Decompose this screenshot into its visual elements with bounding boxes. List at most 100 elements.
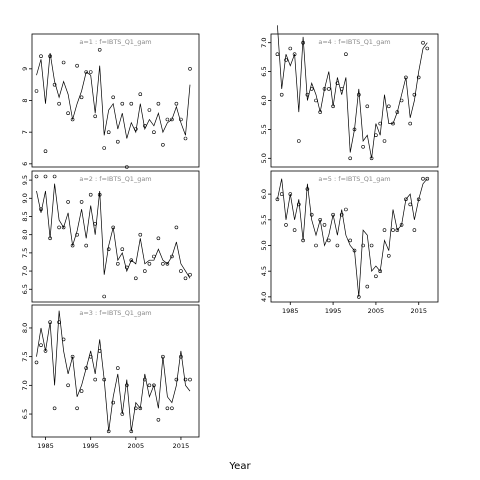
data-point (386, 104, 391, 109)
data-point (170, 406, 174, 411)
data-point (143, 124, 147, 128)
data-point (116, 261, 120, 266)
data-point (279, 192, 284, 196)
data-point (391, 121, 395, 126)
data-point (165, 261, 170, 266)
data-point (352, 127, 357, 132)
data-point (339, 87, 344, 91)
data-point (39, 343, 43, 348)
data-point (170, 254, 174, 259)
data-point (288, 46, 293, 51)
data-point (305, 92, 310, 97)
x-tick-label: 2015 (173, 442, 190, 450)
data-point (70, 243, 75, 248)
panel-frame (31, 33, 200, 168)
data-point (48, 236, 52, 241)
data-point (378, 269, 383, 274)
data-point (412, 92, 417, 97)
data-point (88, 70, 93, 74)
data-point (165, 406, 170, 411)
y-tick-label: 8.5 (21, 211, 29, 221)
data-point (183, 276, 188, 281)
data-point (138, 92, 143, 96)
y-tick-label: 6.5 (21, 284, 29, 294)
data-point (412, 228, 417, 232)
data-point (365, 104, 370, 109)
y-tick-label: 9.5 (21, 175, 29, 185)
data-point (404, 75, 408, 80)
data-point (79, 200, 84, 204)
data-point (399, 98, 404, 103)
data-point (111, 95, 115, 100)
x-tick-label: 2005 (128, 442, 145, 450)
y-tick-label: 7.0 (260, 38, 268, 48)
data-point (84, 70, 88, 74)
data-point (97, 349, 102, 353)
panel-title: a=1 : f=IBTS_Q1_gam (79, 38, 151, 46)
data-point (152, 383, 156, 388)
data-point (165, 117, 170, 122)
data-point (106, 130, 111, 134)
data-point (292, 228, 297, 232)
data-point (179, 269, 183, 273)
data-point (129, 429, 134, 434)
y-tick-label: 4.0 (260, 292, 268, 302)
panel-1: a=1 : f=IBTS_Q1_gam 6 7 8 9 (21, 33, 200, 169)
data-point (88, 192, 93, 197)
data-point (102, 377, 106, 382)
data-point (125, 165, 129, 169)
data-point (79, 95, 84, 100)
data-point (284, 223, 288, 227)
data-point (404, 197, 408, 202)
data-point (152, 254, 156, 259)
y-tick-label: 5.0 (260, 240, 268, 250)
data-point (391, 228, 395, 232)
data-point (97, 192, 102, 197)
data-point (279, 92, 284, 97)
data-point (335, 81, 340, 85)
data-point (120, 412, 125, 416)
data-point (111, 225, 115, 230)
x-tick-label: 1995 (82, 442, 99, 450)
data-point (156, 417, 161, 422)
data-point (57, 101, 61, 106)
data-point (125, 383, 129, 388)
data-point (174, 225, 179, 230)
y-tick-label: 5.5 (260, 215, 268, 225)
data-point (356, 295, 361, 299)
data-point (66, 383, 70, 388)
data-point (93, 114, 97, 119)
x-tick-label: 2005 (368, 307, 385, 315)
x-tick-label: 2015 (410, 307, 427, 315)
data-point (75, 63, 79, 68)
data-point (399, 223, 404, 227)
data-point (147, 108, 152, 112)
data-point (170, 117, 174, 122)
data-point (386, 254, 391, 258)
data-point (408, 202, 413, 207)
data-point (143, 269, 147, 273)
data-point (365, 284, 370, 289)
data-point (43, 174, 48, 179)
y-tick-label: 7.5 (21, 351, 29, 361)
data-point (134, 127, 138, 131)
data-point (61, 60, 66, 65)
data-point (416, 197, 421, 202)
fitted-line (36, 183, 191, 279)
data-point (179, 117, 183, 122)
data-point (34, 174, 39, 179)
data-point (348, 238, 353, 243)
data-point (275, 197, 280, 202)
data-point (425, 176, 430, 181)
data-point (183, 377, 188, 382)
panel-4: a=4 : f=IBTS_Q1_gam 5.0 5.5 6.0 6.5 7.0 (260, 25, 439, 168)
data-point (52, 406, 57, 411)
data-point (361, 243, 365, 248)
data-point (147, 383, 152, 388)
data-point (292, 52, 297, 57)
y-tick-label: 6.5 (21, 409, 29, 419)
data-point (348, 156, 353, 161)
data-point (156, 236, 161, 241)
data-point (97, 47, 102, 52)
data-point (34, 360, 39, 365)
